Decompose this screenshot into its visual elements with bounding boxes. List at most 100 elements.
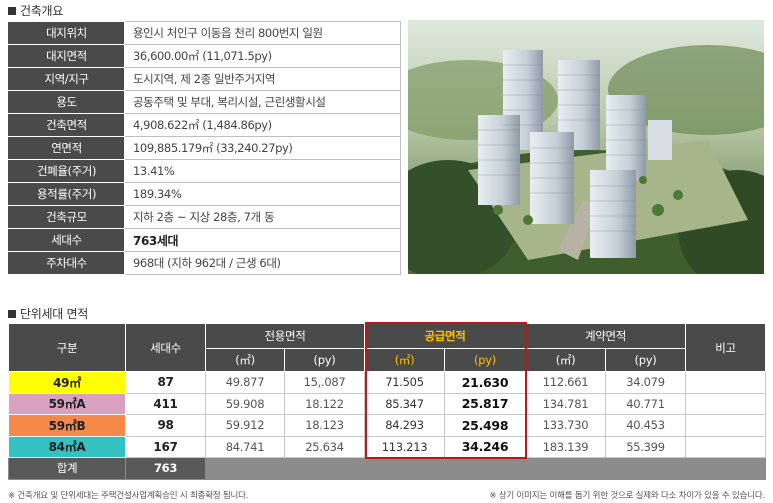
- households-cell: 98: [125, 414, 206, 437]
- unit-row: 49㎡ 87 49.877 15,.087 71.505 21.630 112.661 34.…: [8, 371, 766, 394]
- contract-sqm-cell: 133.730: [525, 414, 606, 437]
- remarks-cell: [685, 435, 766, 458]
- unit-type-cell: 59㎡A: [8, 392, 126, 415]
- unit-area-table: 구분 세대수 전용면적 공급면적 계약면적 비고 (㎡) (py) (㎡) (p…: [8, 323, 766, 480]
- contract-py-cell: 40.453: [605, 414, 686, 437]
- overview-value: 968대 (지하 962대 / 근생 6대): [124, 251, 401, 275]
- overview-label: 건축규모: [8, 205, 125, 229]
- overview-value: 4,908.622㎡ (1,484.86py): [124, 113, 401, 137]
- overview-label: 용도: [8, 90, 125, 114]
- contract-py-cell: 55.399: [605, 435, 686, 458]
- overview-row: 용적률(주거) 189.34%: [8, 182, 401, 206]
- square-bullet-icon: [8, 310, 16, 318]
- contract-py-cell: 40.771: [605, 392, 686, 415]
- overview-value: 공동주택 및 부대, 복리시설, 근린생활시설: [124, 90, 401, 114]
- overview-row: 건축면적 4,908.622㎡ (1,484.86py): [8, 113, 401, 137]
- contract-py-cell: 34.079: [605, 371, 686, 394]
- unit-row: 84㎡A 167 84.741 25.634 113.213 34.246 183.139 5…: [8, 435, 766, 458]
- apartment-rendering-image: [408, 20, 764, 274]
- overview-label: 대지위치: [8, 21, 125, 45]
- exclusive-sqm-cell: 59.912: [205, 414, 285, 437]
- overview-row: 지역/지구 도시지역, 제 2종 일반주거지역: [8, 67, 401, 91]
- overview-label: 용적률(주거): [8, 182, 125, 206]
- total-households: 763: [125, 457, 206, 480]
- header-contract-py: (py): [605, 348, 686, 372]
- supply-py-cell: 25.817: [444, 392, 526, 415]
- overview-value: 189.34%: [124, 182, 401, 206]
- total-label: 합계: [8, 457, 126, 480]
- header-exclusive-py: (py): [284, 348, 365, 372]
- contract-sqm-cell: 183.139: [525, 435, 606, 458]
- header-exclusive-sqm: (㎡): [205, 348, 285, 372]
- header-remarks: 비고: [685, 323, 766, 372]
- overview-label: 건폐율(주거): [8, 159, 125, 183]
- units-title-text: 단위세대 면적: [20, 307, 88, 321]
- square-bullet-icon: [8, 7, 16, 15]
- overview-value: 109,885.179㎡ (33,240.27py): [124, 136, 401, 160]
- total-row: 합계 763: [8, 457, 766, 480]
- contract-sqm-cell: 112.661: [525, 371, 606, 394]
- exclusive-py-cell: 15,.087: [284, 371, 365, 394]
- overview-value: 도시지역, 제 2종 일반주거지역: [124, 67, 401, 91]
- exclusive-sqm-cell: 84.741: [205, 435, 285, 458]
- overview-value: 36,600.00㎡ (11,071.5py): [124, 44, 401, 68]
- remarks-cell: [685, 414, 766, 437]
- overview-row: 대지면적 36,600.00㎡ (11,071.5py): [8, 44, 401, 68]
- supply-sqm-cell: 113.213: [364, 435, 445, 458]
- supply-sqm-cell: 84.293: [364, 414, 445, 437]
- overview-row: 대지위치 용인시 처인구 이동읍 천리 800번지 일원: [8, 21, 401, 45]
- remarks-cell: [685, 371, 766, 394]
- overview-label: 연면적: [8, 136, 125, 160]
- supply-py-cell: 34.246: [444, 435, 526, 458]
- remarks-cell: [685, 392, 766, 415]
- unit-type-cell: 49㎡: [8, 371, 126, 394]
- exclusive-sqm-cell: 59.908: [205, 392, 285, 415]
- header-households: 세대수: [125, 323, 206, 372]
- total-empty-cell: [205, 457, 766, 480]
- overview-label: 주차대수: [8, 251, 125, 275]
- overview-row: 주차대수 968대 (지하 962대 / 근생 6대): [8, 251, 401, 275]
- note-right: ※ 상기 이미지는 이해를 돕기 위한 것으로 실제와 다소 차이가 있을 수 …: [489, 491, 765, 501]
- overview-title: 건축개요: [8, 2, 63, 19]
- overview-value: 지하 2층 ~ 지상 28층, 7개 동: [124, 205, 401, 229]
- overview-table: 대지위치 용인시 처인구 이동읍 천리 800번지 일원 대지면적 36,600.00…: [8, 21, 401, 275]
- header-exclusive-area: 전용면적: [205, 323, 365, 349]
- header-type: 구분: [8, 323, 126, 372]
- households-cell: 167: [125, 435, 206, 458]
- exclusive-sqm-cell: 49.877: [205, 371, 285, 394]
- header-contract-area: 계약면적: [525, 323, 686, 349]
- header-supply-py: (py): [444, 348, 526, 372]
- supply-py-cell: 21.630: [444, 371, 526, 394]
- exclusive-py-cell: 25.634: [284, 435, 365, 458]
- overview-row: 건축규모 지하 2층 ~ 지상 28층, 7개 동: [8, 205, 401, 229]
- overview-label: 건축면적: [8, 113, 125, 137]
- overview-row: 세대수 763세대: [8, 228, 401, 252]
- supply-sqm-cell: 85.347: [364, 392, 445, 415]
- households-cell: 87: [125, 371, 206, 394]
- overview-row: 건폐율(주거) 13.41%: [8, 159, 401, 183]
- overview-label: 대지면적: [8, 44, 125, 68]
- supply-sqm-cell: 71.505: [364, 371, 445, 394]
- units-title: 단위세대 면적: [8, 305, 88, 322]
- overview-row: 용도 공동주택 및 부대, 복리시설, 근린생활시설: [8, 90, 401, 114]
- contract-sqm-cell: 134.781: [525, 392, 606, 415]
- supply-py-cell: 25.498: [444, 414, 526, 437]
- header-supply-area: 공급면적: [364, 323, 526, 349]
- overview-value: 13.41%: [124, 159, 401, 183]
- overview-label: 지역/지구: [8, 67, 125, 91]
- overview-label: 세대수: [8, 228, 125, 252]
- overview-value: 용인시 처인구 이동읍 천리 800번지 일원: [124, 21, 401, 45]
- header-contract-sqm: (㎡): [525, 348, 606, 372]
- exclusive-py-cell: 18.122: [284, 392, 365, 415]
- exclusive-py-cell: 18.123: [284, 414, 365, 437]
- households-cell: 411: [125, 392, 206, 415]
- overview-title-text: 건축개요: [20, 4, 63, 18]
- unit-type-cell: 84㎡A: [8, 435, 126, 458]
- unit-row: 59㎡A 411 59.908 18.122 85.347 25.817 134.781 40…: [8, 392, 766, 415]
- header-supply-sqm: (㎡): [364, 348, 445, 372]
- note-left: ※ 건축개요 및 단위세대는 주택건설사업계획승인 시 최종확정 됩니다.: [8, 491, 249, 501]
- overview-value: 763세대: [124, 228, 401, 252]
- overview-row: 연면적 109,885.179㎡ (33,240.27py): [8, 136, 401, 160]
- unit-type-cell: 59㎡B: [8, 414, 126, 437]
- unit-row: 59㎡B 98 59.912 18.123 84.293 25.498 133.730 40.…: [8, 414, 766, 437]
